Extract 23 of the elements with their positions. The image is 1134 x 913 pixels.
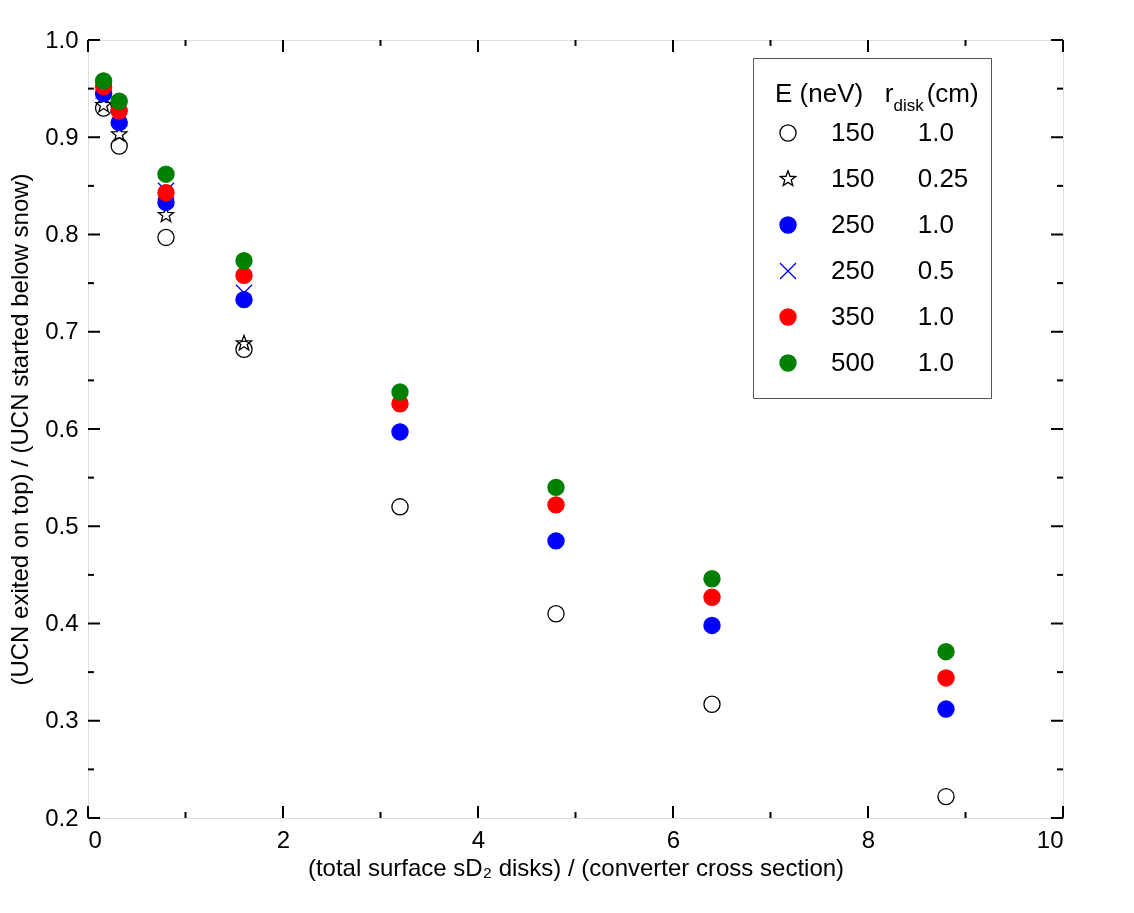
x-tick-label: 6 [666, 825, 681, 853]
x-tick-label: 8 [861, 825, 876, 853]
y-tick-label: 0.4 [45, 609, 79, 636]
y-tick-label: 0.8 [45, 220, 79, 247]
y-tick-label: 0.6 [45, 414, 79, 442]
x-tick-label: 2 [276, 825, 291, 853]
y-tick-label: 1.0 [45, 25, 79, 53]
x-tick-label: 4 [471, 825, 486, 853]
legend-label: 150 0.25 [831, 163, 969, 193]
y-tick-label: 0.3 [45, 706, 79, 734]
y-axis-title: (UCN exited on top) / (UCN started below snow) [6, 173, 34, 686]
legend-label: 500 1.0 [831, 347, 954, 377]
legend-label: 250 0.5 [831, 255, 954, 285]
legend-label: 250 1.0 [831, 209, 954, 239]
y-tick-label: 0.2 [45, 803, 79, 831]
x-tick-label: 0 [88, 825, 102, 853]
y-tick-label: 0.7 [45, 317, 79, 345]
y-tick-label: 0.5 [45, 511, 79, 539]
legend-label: 350 1.0 [831, 301, 954, 331]
x-tick-label: 10 [1036, 825, 1064, 853]
y-tick-label: 0.9 [45, 122, 79, 150]
x-axis-title: (total surface sD₂ disks) / (converter cross section) [307, 853, 845, 881]
legend-label: 150 1.0 [831, 117, 954, 147]
